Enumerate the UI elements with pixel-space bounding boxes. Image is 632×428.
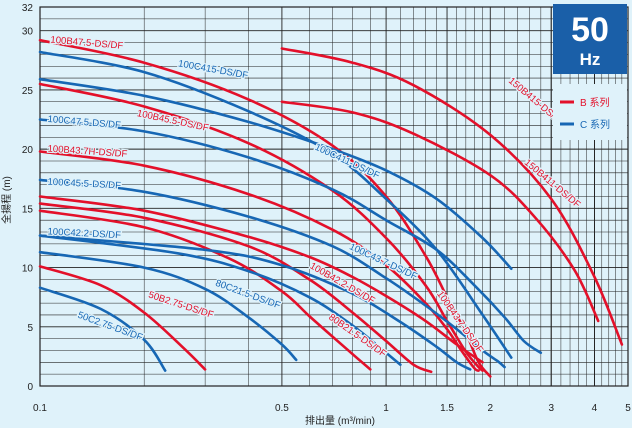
curve-labels: 100B47.5-DS/DF100C415-DS/DF100C47.5-DS/D… [46,33,584,361]
y-axis-title: 全揚程 (m) [0,176,13,224]
curve-100c415-ds-df [38,50,513,359]
curve-label: 100C42.2-DS/DF [47,226,121,241]
curve-label: 100B45.5-DS/DF [136,108,210,134]
x-tick-label: 4 [592,403,598,414]
curve-50b2-75-ds-df [38,265,207,371]
curve-label: 100C45.5-DS/DF [47,177,121,192]
curve-100c411-ds-df [38,77,513,270]
curve-100b43-7h-ds-df [38,150,480,372]
badge-number: 50 [571,11,609,49]
curve-150b415-ds-df [280,47,624,346]
pump-curves [38,38,624,378]
x-tick-label: 5 [625,403,631,414]
curve-80b21-5-ds-df [38,209,372,371]
curve-100b43-7-ds-df [38,195,484,364]
curve-100c43-7-ds-df [38,234,472,371]
curve-100b42-2-ds-df [38,202,433,374]
curve-100c47-5-ds-df [38,118,543,355]
x-tick-label: 1.5 [440,403,454,414]
curve-label: 100C411-DS/DF [313,142,381,182]
y-tick-label: 15 [22,204,34,215]
y-tick-label: 0 [27,382,33,393]
curve-label: 100C47.5-DS/DF [47,114,121,131]
legend-b-label: B 系列 [580,96,609,109]
legend-background [553,84,627,140]
legend-c-label: C 系列 [580,118,610,131]
curve-50c2-75-ds-df [38,286,167,372]
y-tick-label: 20 [22,145,34,156]
curve-100b45-5-ds-df [38,82,484,372]
curve-80c21-5-ds-df [38,250,298,362]
legend: B 系列 C 系列 [553,84,627,140]
curve-label: 150B411-DS/DF [522,157,583,210]
y-tick-label: 5 [27,323,33,334]
curve-100b47-5-ds-df [38,38,492,378]
frequency-badge: 50 Hz [553,4,627,74]
x-tick-label: 3 [548,403,554,414]
y-tick-label: 30 [22,27,34,38]
badge-background [553,4,627,74]
x-axis-title: 排出量 (m³/min) [305,414,375,427]
x-tick-label: 2 [487,403,493,414]
badge-unit: Hz [580,50,601,69]
curve-label: 50B2.75-DS/DF [147,290,215,321]
y-tick-label: 32 [22,3,34,14]
x-tick-label: 1 [383,403,389,414]
x-tick-label: 0.5 [275,403,289,414]
curve-100c42-2-ds-df [38,234,402,366]
x-tick-label: 0.1 [33,403,47,414]
curve-100c45-5-ds-df [38,178,506,369]
y-tick-label: 10 [22,264,34,275]
y-tick-label: 25 [22,86,34,97]
curve-150b411-ds-df [280,100,600,323]
